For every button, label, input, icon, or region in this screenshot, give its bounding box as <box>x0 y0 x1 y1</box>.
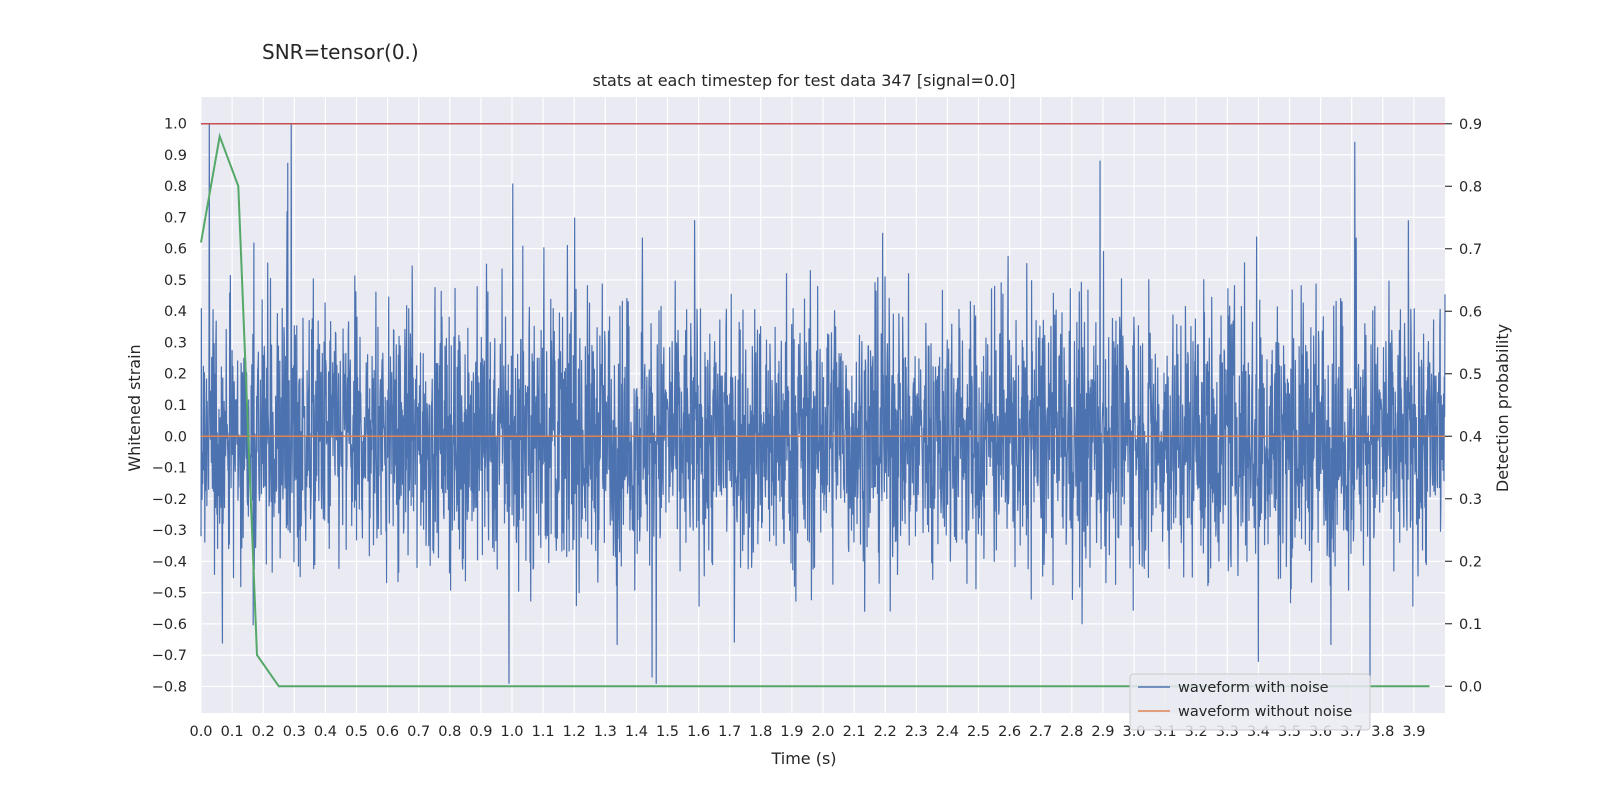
x-tick-label: 0.8 <box>438 724 461 740</box>
series-layer <box>200 122 1445 688</box>
x-tick-label: 2.9 <box>1091 724 1114 740</box>
y-left-tick-label: 0.8 <box>164 179 187 195</box>
x-tick-label: 2.0 <box>811 724 834 740</box>
y-left-tick-label: −0.6 <box>152 617 187 633</box>
y-right-tick-label: 0.3 <box>1459 492 1482 508</box>
y-right-tick-label: 0.7 <box>1459 242 1482 258</box>
x-tick-label: 2.8 <box>1060 724 1083 740</box>
chart-title: stats at each timestep for test data 347… <box>592 71 1015 90</box>
y-left-tick-label: 1.0 <box>164 117 187 133</box>
y-left-axis-label: Whitened strain <box>125 344 144 471</box>
x-tick-label: 0.1 <box>221 724 244 740</box>
legend-box <box>1129 673 1371 731</box>
x-tick-label: 1.8 <box>749 724 772 740</box>
y-left-axis-ticks: 1.0 0.9 0.8 0.7 0.6 0.5 0.4 0.3 0.2 0.1 0.0 −0.1 −0.… <box>152 117 187 696</box>
waveform-with-noise-line <box>200 122 1446 684</box>
y-left-tick-label: 0.1 <box>164 398 187 414</box>
series-waveform-with-noise <box>200 122 1446 684</box>
y-right-tick-label: 0.8 <box>1459 179 1482 195</box>
x-tick-label: 1.3 <box>594 724 617 740</box>
x-tick-label: 0.4 <box>314 724 337 740</box>
y-left-tick-label: 0.3 <box>164 335 187 351</box>
y-left-tick-label: −0.2 <box>152 492 187 508</box>
x-tick-label: 2.4 <box>936 724 959 740</box>
y-left-tick-label: −0.5 <box>152 586 187 602</box>
legend: waveform with noise waveform without noi… <box>1129 673 1371 731</box>
detection-probability-line <box>200 132 1430 688</box>
x-tick-label: 2.7 <box>1029 724 1052 740</box>
y-left-tick-label: 0.7 <box>164 210 187 226</box>
x-tick-label: 1.2 <box>563 724 586 740</box>
x-tick-label: 0.6 <box>376 724 399 740</box>
x-tick-label: 1.0 <box>500 724 523 740</box>
legend-label-waveform-without-noise: waveform without noise <box>1178 704 1352 720</box>
y-right-tick-label: 0.2 <box>1459 554 1482 570</box>
x-tick-label: 2.1 <box>843 724 866 740</box>
x-tick-label: 1.1 <box>532 724 555 740</box>
y-left-tick-label: 0.2 <box>164 367 187 383</box>
x-tick-label: 1.4 <box>625 724 648 740</box>
y-left-tick-label: 0.6 <box>164 242 187 258</box>
x-tick-label: 3.9 <box>1402 724 1425 740</box>
y-left-tick-label: 0.9 <box>164 148 187 164</box>
y-right-tick-label: 0.6 <box>1459 304 1482 320</box>
y-left-tick-label: 0.0 <box>164 429 187 445</box>
x-tick-label: 1.7 <box>718 724 741 740</box>
y-left-tick-label: −0.8 <box>152 679 187 695</box>
y-left-tick-label: −0.7 <box>152 648 187 664</box>
x-tick-label: 0.0 <box>189 724 212 740</box>
x-axis-label: Time (s) <box>770 749 836 768</box>
y-left-tick-label: 0.4 <box>164 304 187 320</box>
x-tick-label: 1.6 <box>687 724 710 740</box>
y-right-tick-label: 0.0 <box>1459 679 1482 695</box>
x-tick-label: 0.9 <box>469 724 492 740</box>
x-tick-label: 0.3 <box>283 724 306 740</box>
y-left-tick-label: −0.1 <box>152 461 187 477</box>
x-tick-label: 0.5 <box>345 724 368 740</box>
x-tick-label: 2.6 <box>998 724 1021 740</box>
figure-suptitle: SNR=tensor(0.) <box>262 40 419 64</box>
x-tick-label: 0.7 <box>407 724 430 740</box>
x-tick-label: 0.2 <box>252 724 275 740</box>
x-tick-label: 1.5 <box>656 724 679 740</box>
x-tick-label: 2.2 <box>874 724 897 740</box>
y-left-tick-label: −0.4 <box>152 554 187 570</box>
y-right-axis-ticks: 0.9 0.8 0.7 0.6 0.5 0.4 0.3 0.2 0.1 0.0 <box>1445 117 1482 695</box>
y-right-tick-label: 0.1 <box>1459 617 1482 633</box>
y-left-tick-label: 0.5 <box>164 273 187 289</box>
x-tick-label: 1.9 <box>780 724 803 740</box>
y-right-axis-label: Detection probability <box>1493 324 1512 492</box>
y-right-tick-label: 0.4 <box>1459 429 1482 445</box>
legend-label-waveform-with-noise: waveform with noise <box>1178 680 1329 696</box>
x-tick-label: 2.3 <box>905 724 928 740</box>
x-tick-label: 2.5 <box>967 724 990 740</box>
y-left-tick-label: −0.3 <box>152 523 187 539</box>
y-right-tick-label: 0.9 <box>1459 117 1482 133</box>
y-right-tick-label: 0.5 <box>1459 367 1482 383</box>
x-tick-label: 3.8 <box>1371 724 1394 740</box>
